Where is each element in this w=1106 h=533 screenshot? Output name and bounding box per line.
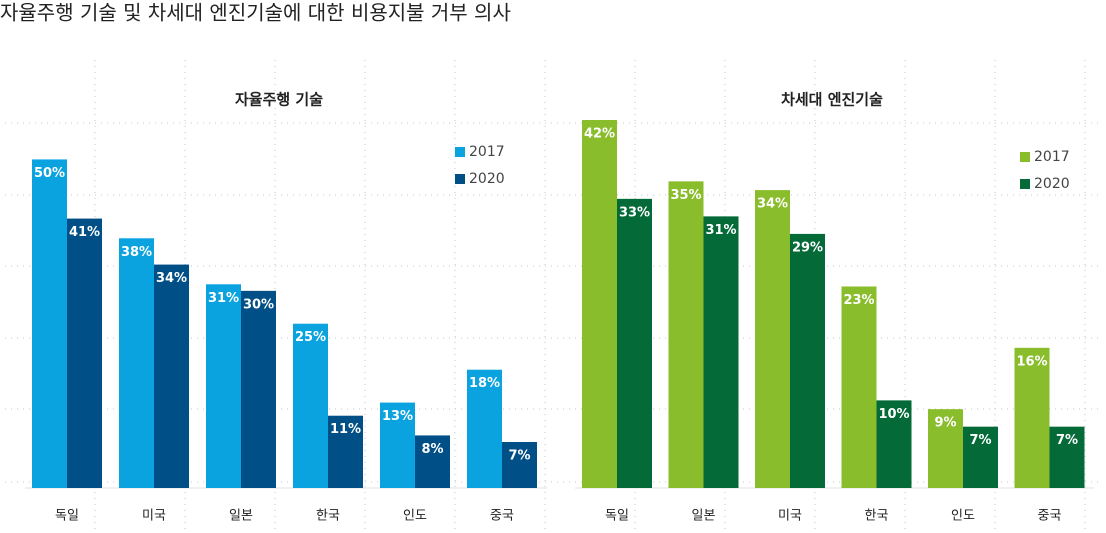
bar — [119, 238, 154, 488]
legend-swatch — [455, 174, 465, 184]
bar — [963, 426, 998, 488]
chart-title: 자율주행 기술 — [235, 91, 323, 109]
x-tick-label: 중국 — [1038, 509, 1062, 524]
data-label: 29% — [792, 240, 823, 255]
bar — [928, 409, 963, 488]
data-label: 33% — [619, 205, 650, 220]
bar — [703, 216, 739, 488]
bar — [582, 120, 617, 488]
bar — [617, 198, 652, 488]
legend-label: 2017 — [1034, 149, 1070, 165]
data-label: 38% — [121, 245, 152, 260]
bar — [668, 181, 704, 489]
bar — [328, 415, 363, 488]
x-tick-label: 독일 — [55, 509, 79, 524]
bar — [502, 442, 537, 488]
legend-label: 2020 — [1034, 176, 1070, 192]
x-tick-label: 인도 — [403, 509, 427, 524]
data-label: 35% — [670, 188, 701, 203]
data-label: 7% — [508, 449, 530, 464]
background-grid — [5, 60, 1100, 530]
bar — [67, 218, 102, 489]
bar — [1014, 347, 1050, 488]
x-tick-label: 일본 — [692, 509, 716, 524]
bar — [32, 159, 67, 488]
bar — [876, 400, 912, 488]
data-label: 23% — [843, 293, 874, 308]
legend-swatch — [1020, 152, 1030, 162]
bar — [790, 233, 825, 488]
data-label: 7% — [969, 433, 991, 448]
bar — [415, 435, 450, 488]
data-label: 13% — [382, 409, 413, 424]
x-tick-label: 한국 — [316, 509, 340, 524]
chart-title: 차세대 엔진기술 — [781, 91, 883, 109]
x-tick-label: 일본 — [229, 509, 253, 524]
x-tick-label: 한국 — [865, 509, 889, 524]
data-label: 31% — [705, 223, 736, 238]
page-title: 자율주행 기술 및 차세대 엔진기술에 대한 비용지불 거부 의사 — [0, 1, 511, 25]
bar — [380, 402, 415, 488]
data-label: 9% — [934, 416, 956, 431]
x-tick-label: 미국 — [778, 509, 802, 524]
legend-swatch — [455, 147, 465, 157]
data-label: 7% — [1056, 433, 1078, 448]
x-tick-label: 중국 — [490, 509, 514, 524]
data-label: 34% — [757, 197, 788, 212]
bar — [841, 286, 877, 488]
bar — [241, 290, 276, 488]
bar — [206, 284, 241, 488]
data-label: 50% — [34, 166, 65, 181]
data-label: 8% — [421, 442, 443, 457]
data-label: 10% — [878, 407, 909, 422]
x-tick-label: 미국 — [142, 509, 166, 524]
x-tick-label: 인도 — [951, 509, 975, 524]
bar — [1049, 426, 1085, 488]
bar — [293, 323, 328, 488]
data-label: 16% — [1016, 354, 1047, 369]
legend-label: 2020 — [469, 171, 505, 187]
legend-label: 2017 — [469, 144, 505, 160]
legend-swatch — [1020, 179, 1030, 189]
x-tick-label: 독일 — [605, 509, 629, 524]
data-label: 25% — [295, 330, 326, 345]
data-label: 34% — [156, 271, 187, 286]
data-label: 42% — [584, 127, 615, 142]
data-label: 18% — [469, 376, 500, 391]
data-label: 30% — [243, 297, 274, 312]
data-label: 11% — [330, 422, 361, 437]
bar — [154, 264, 189, 488]
data-label: 41% — [69, 225, 100, 240]
bar — [467, 369, 502, 488]
data-label: 31% — [208, 291, 239, 306]
bar — [755, 190, 790, 488]
